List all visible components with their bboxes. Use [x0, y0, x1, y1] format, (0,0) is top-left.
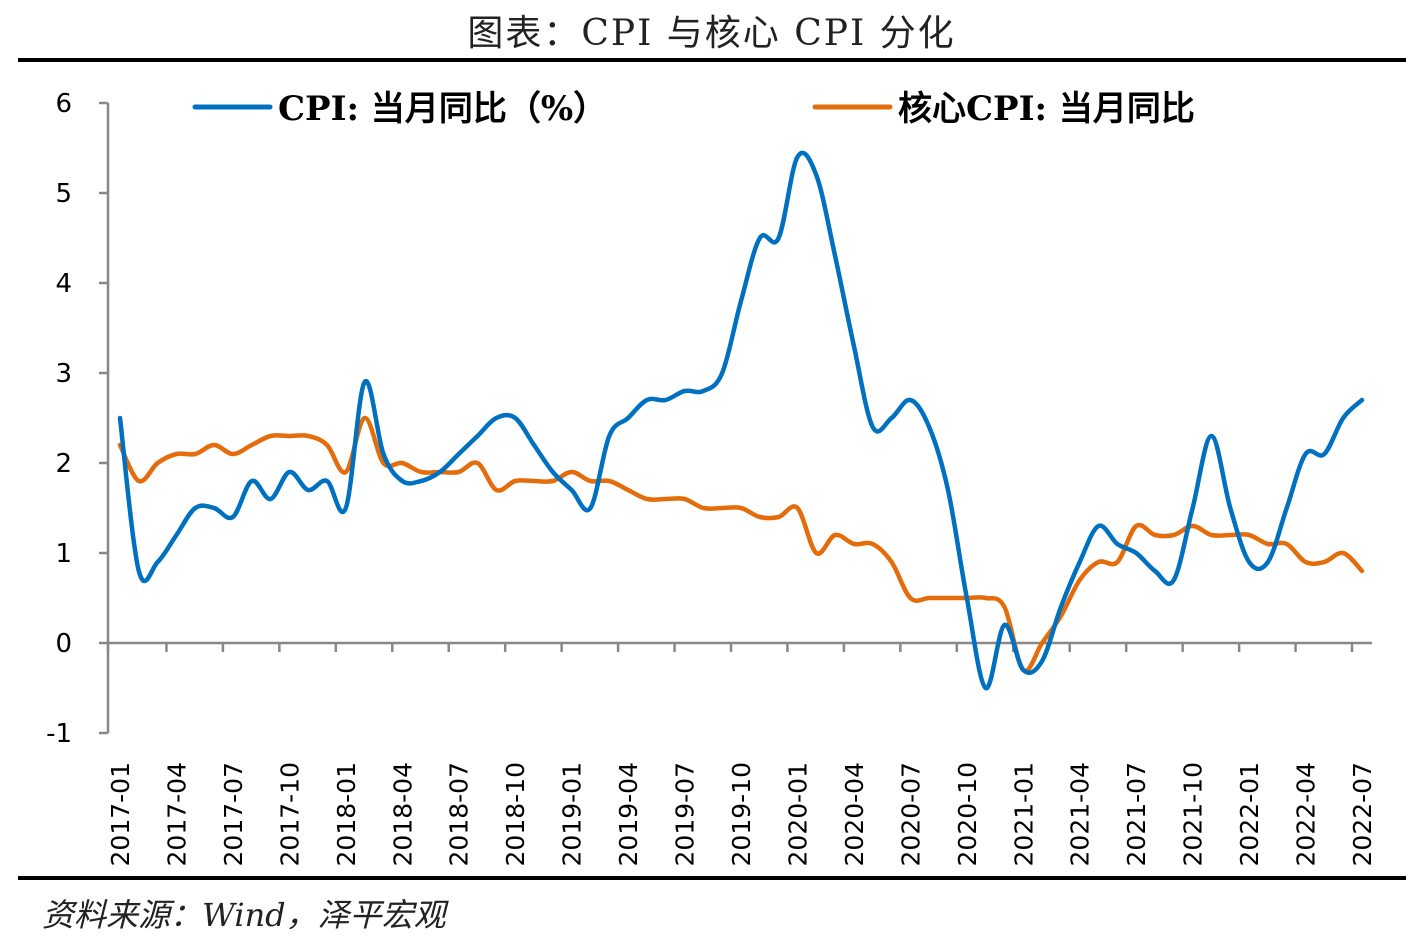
x-tick-label: 2017-04 — [162, 762, 191, 866]
series-line-core-cpi — [117, 415, 1365, 674]
x-tick-label: 2018-10 — [501, 762, 530, 866]
x-tick-label: 2017-10 — [275, 762, 304, 866]
x-tick-label: 2018-01 — [332, 762, 361, 866]
x-tick-label: 2020-07 — [896, 762, 925, 866]
x-tick-label: 2020-04 — [840, 762, 869, 866]
x-tick-label: 2019-07 — [671, 762, 700, 866]
y-tick-label: -1 — [46, 719, 72, 749]
x-tick-label: 2022-04 — [1292, 762, 1321, 866]
x-tick-label: 2021-04 — [1066, 762, 1095, 866]
legend-label: CPI: 当月同比（%） — [278, 89, 607, 129]
y-tick-label: 4 — [55, 269, 72, 299]
x-tick-label: 2017-07 — [219, 762, 248, 866]
chart-title: 图表：CPI 与核心 CPI 分化 — [467, 13, 956, 54]
y-tick-label: 6 — [55, 89, 72, 119]
x-tick-label: 2021-01 — [1009, 762, 1038, 866]
y-tick-label: 2 — [55, 449, 72, 479]
x-tick-label: 2018-04 — [388, 762, 417, 866]
x-tick-label: 2020-10 — [953, 762, 982, 866]
y-tick-label: 0 — [55, 629, 72, 659]
x-tick-label: 2020-01 — [783, 762, 812, 866]
x-tick-label: 2022-01 — [1235, 762, 1264, 866]
y-tick-label: 1 — [55, 539, 72, 569]
x-tick-label: 2018-07 — [445, 762, 474, 866]
y-tick-label: 3 — [55, 359, 72, 389]
y-tick-label: 5 — [55, 179, 72, 209]
top-rule — [18, 58, 1406, 62]
series-line-cpi — [117, 150, 1365, 691]
x-tick-label: 2017-01 — [106, 762, 135, 866]
bottom-rule — [18, 876, 1406, 880]
source-note: 资料来源：Wind，泽平宏观 — [42, 896, 446, 934]
x-tick-label: 2022-07 — [1348, 762, 1377, 866]
legend-label: 核心CPI: 当月同比 — [898, 89, 1195, 129]
x-tick-label: 2019-10 — [727, 762, 756, 866]
x-tick-label: 2019-04 — [614, 762, 643, 866]
x-tick-label: 2021-10 — [1179, 762, 1208, 866]
x-tick-label: 2021-07 — [1122, 762, 1151, 866]
x-tick-label: 2019-01 — [558, 762, 587, 866]
